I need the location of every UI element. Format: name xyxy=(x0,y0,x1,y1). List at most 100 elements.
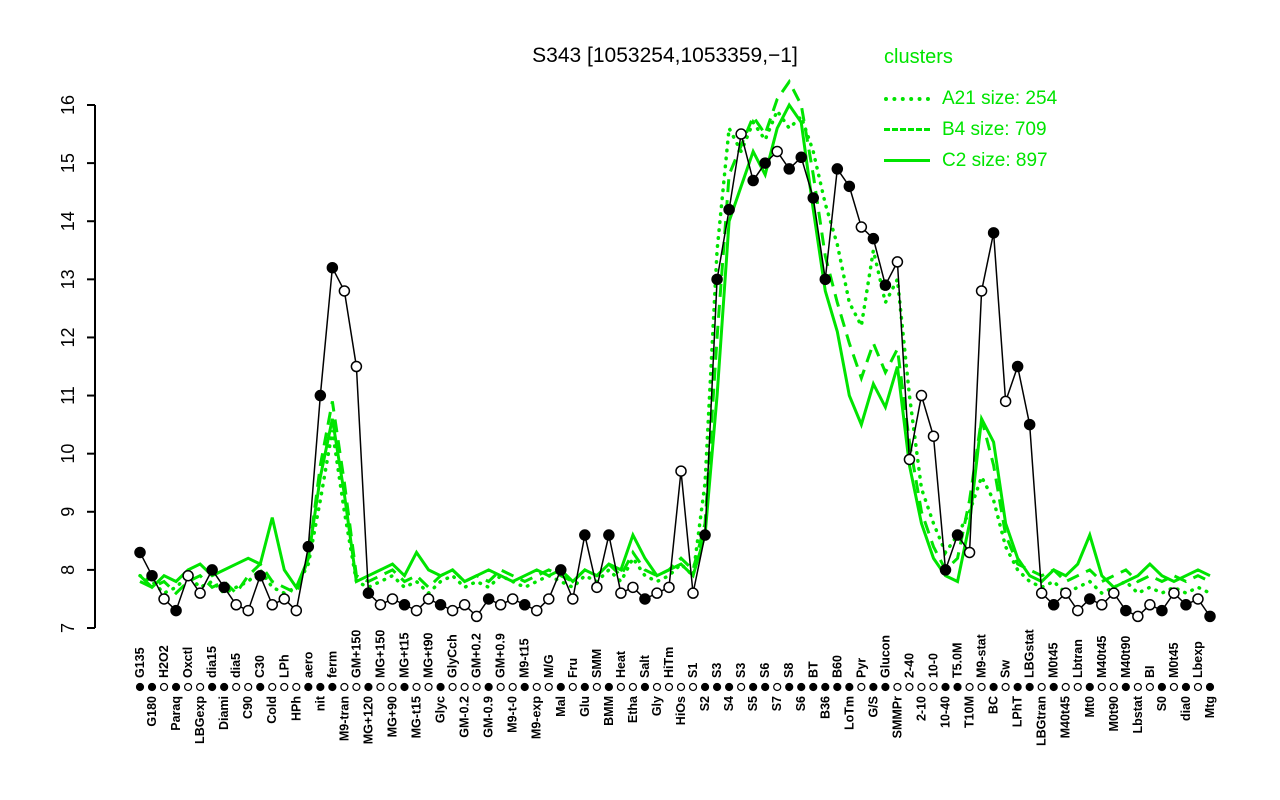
profile-point xyxy=(627,581,639,594)
profile-point xyxy=(999,395,1012,408)
condition-label: G135 xyxy=(133,647,147,678)
condition-label: HiTm xyxy=(662,647,676,678)
profile-point xyxy=(338,285,351,297)
condition-label: S0 xyxy=(1155,696,1169,711)
condition-label: SMMPr xyxy=(890,696,904,739)
condition-label: HiOs xyxy=(674,696,688,725)
profile-point xyxy=(530,604,543,617)
condition-label: BT xyxy=(806,661,820,678)
profile-point xyxy=(482,593,495,605)
condition-label: GM+150 xyxy=(349,630,363,678)
profile-point xyxy=(1035,587,1048,599)
condition-marker xyxy=(893,682,902,692)
condition-marker xyxy=(364,682,373,692)
profile-point xyxy=(651,587,663,599)
condition-label: S3 xyxy=(710,663,724,678)
condition-label: C90 xyxy=(241,696,255,719)
condition-label: Cold xyxy=(265,696,279,724)
profile-point xyxy=(1168,587,1180,599)
condition-label: Diami xyxy=(217,696,231,730)
profile-point xyxy=(939,564,952,576)
condition-marker xyxy=(171,682,181,692)
profile-point xyxy=(422,593,435,605)
condition-marker xyxy=(737,682,746,692)
condition-marker xyxy=(328,682,337,692)
profile-point xyxy=(362,587,375,599)
condition-label: M9-stat xyxy=(975,633,989,678)
condition-marker xyxy=(1193,682,1203,692)
profile-point xyxy=(206,564,218,576)
legend-item-label: B4 size: 709 xyxy=(942,118,1047,140)
condition-label: S5 xyxy=(746,696,760,711)
profile-point xyxy=(1059,587,1072,599)
condition-label: Sw xyxy=(999,660,1013,678)
profile-point xyxy=(278,593,291,605)
condition-marker xyxy=(749,682,758,692)
profile-point xyxy=(1120,604,1132,617)
condition-label: MG+150 xyxy=(373,630,387,678)
condition-label: 2-40 xyxy=(902,653,916,678)
condition-marker xyxy=(773,682,782,692)
condition-marker xyxy=(292,682,301,692)
profile-point xyxy=(518,599,531,611)
condition-marker xyxy=(941,682,950,692)
y-tick-label: 13 xyxy=(58,269,78,289)
condition-marker xyxy=(460,682,469,692)
condition-marker xyxy=(833,682,842,692)
condition-label: M/G xyxy=(542,654,556,678)
profile-point xyxy=(591,581,603,594)
condition-label: SMM xyxy=(590,649,604,678)
profile-point xyxy=(843,180,856,193)
condition-label: Pyr xyxy=(854,658,868,678)
condition-marker xyxy=(725,682,734,692)
condition-marker xyxy=(244,682,253,692)
legend: clusters A21 size: 254 B4 size: 709 C2 s… xyxy=(884,46,1057,176)
profile-point xyxy=(1156,604,1168,617)
condition-label: Salt xyxy=(638,654,652,678)
condition-label: GM-0.9 xyxy=(482,696,496,738)
profile-point xyxy=(975,285,988,297)
condition-label: Glucon xyxy=(878,635,892,678)
condition-label: 2-10 xyxy=(914,696,928,721)
y-tick-label: 15 xyxy=(58,153,78,173)
condition-marker xyxy=(424,682,433,692)
condition-marker xyxy=(147,682,157,692)
condition-label: M9-t15 xyxy=(518,638,532,678)
condition-marker xyxy=(532,682,541,692)
profile-point xyxy=(218,581,230,594)
profile-point xyxy=(603,529,615,541)
condition-marker xyxy=(508,682,517,692)
condition-label: Mtg xyxy=(1203,696,1217,718)
profile-point xyxy=(903,453,916,466)
y-axis: 7 8 9 10 11 12 13 14 15 16 xyxy=(58,95,96,633)
condition-marker xyxy=(400,682,409,692)
condition-label: Glu xyxy=(578,696,592,717)
profile-point xyxy=(927,430,940,442)
profile-point xyxy=(446,604,459,617)
profile-series xyxy=(134,128,1216,623)
profile-point xyxy=(879,279,892,291)
condition-marker xyxy=(676,682,686,692)
condition-label: 10-0 xyxy=(926,653,940,678)
profile-point xyxy=(795,151,807,164)
profile-point xyxy=(302,540,315,553)
condition-marker xyxy=(664,682,674,692)
condition-marker xyxy=(159,682,169,692)
condition-marker xyxy=(821,682,830,692)
y-tick-label: 11 xyxy=(58,386,78,405)
profile-point xyxy=(555,564,567,576)
condition-marker xyxy=(436,682,445,692)
legend-item-label: C2 size: 897 xyxy=(942,149,1048,171)
profile-point xyxy=(1096,599,1108,611)
condition-label: MG+120 xyxy=(361,696,375,744)
profile-point xyxy=(699,529,711,541)
condition-marker xyxy=(520,682,529,692)
y-tick-label: 9 xyxy=(58,507,78,517)
cluster-line-b4 xyxy=(139,78,1211,596)
condition-marker xyxy=(785,682,794,692)
condition-label: B36 xyxy=(818,696,832,719)
condition-marker xyxy=(1049,682,1058,692)
profile-point xyxy=(386,593,399,605)
condition-marker xyxy=(1205,682,1215,692)
